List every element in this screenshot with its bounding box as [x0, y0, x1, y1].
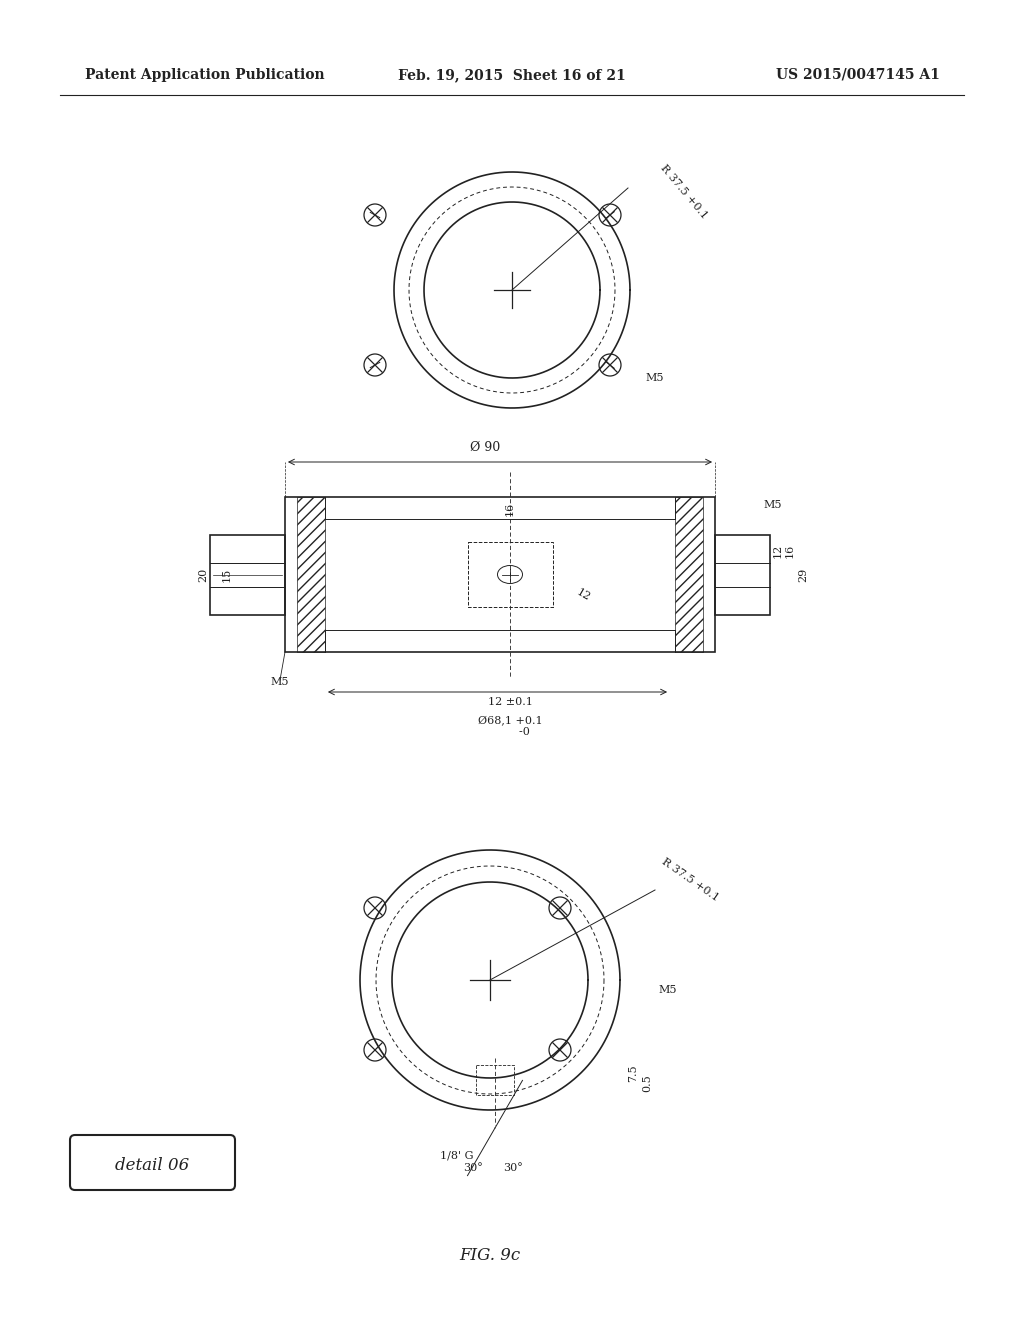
Text: 16: 16: [505, 502, 515, 516]
Text: Ø 90: Ø 90: [470, 441, 500, 454]
Text: 0.5: 0.5: [642, 1074, 652, 1092]
Bar: [210, 535, 285, 615]
Text: 20: 20: [198, 568, 208, 582]
Text: M5: M5: [270, 677, 289, 686]
Text: M5: M5: [764, 500, 782, 510]
Bar: [715, 535, 770, 615]
Bar: [468, 543, 553, 607]
Text: 29: 29: [798, 568, 808, 582]
Text: 12: 12: [575, 586, 592, 602]
Text: 16: 16: [785, 544, 795, 557]
Bar: [675, 498, 703, 652]
Text: 7.5: 7.5: [628, 1064, 638, 1082]
Text: US 2015/0047145 A1: US 2015/0047145 A1: [776, 69, 940, 82]
Text: 30°: 30°: [503, 1163, 523, 1173]
Text: R 37.5 +0.1: R 37.5 +0.1: [658, 164, 709, 220]
Text: 12: 12: [773, 544, 783, 557]
Text: detail 06: detail 06: [115, 1156, 189, 1173]
Bar: [285, 498, 715, 652]
Bar: [476, 1065, 514, 1096]
Text: M5: M5: [658, 985, 677, 995]
Text: 12 ±0.1: 12 ±0.1: [487, 697, 532, 708]
Text: 30°: 30°: [463, 1163, 483, 1173]
Text: Ø68,1 +0.1
        -0: Ø68,1 +0.1 -0: [477, 715, 543, 737]
Text: Patent Application Publication: Patent Application Publication: [85, 69, 325, 82]
Text: M5: M5: [645, 374, 664, 383]
Text: FIG. 9c: FIG. 9c: [460, 1246, 520, 1263]
Text: 1/8' G: 1/8' G: [440, 1150, 474, 1160]
Text: 15: 15: [222, 568, 232, 582]
Text: R 37.5 +0.1: R 37.5 +0.1: [660, 857, 721, 903]
Bar: [297, 498, 325, 652]
Text: Feb. 19, 2015  Sheet 16 of 21: Feb. 19, 2015 Sheet 16 of 21: [398, 69, 626, 82]
